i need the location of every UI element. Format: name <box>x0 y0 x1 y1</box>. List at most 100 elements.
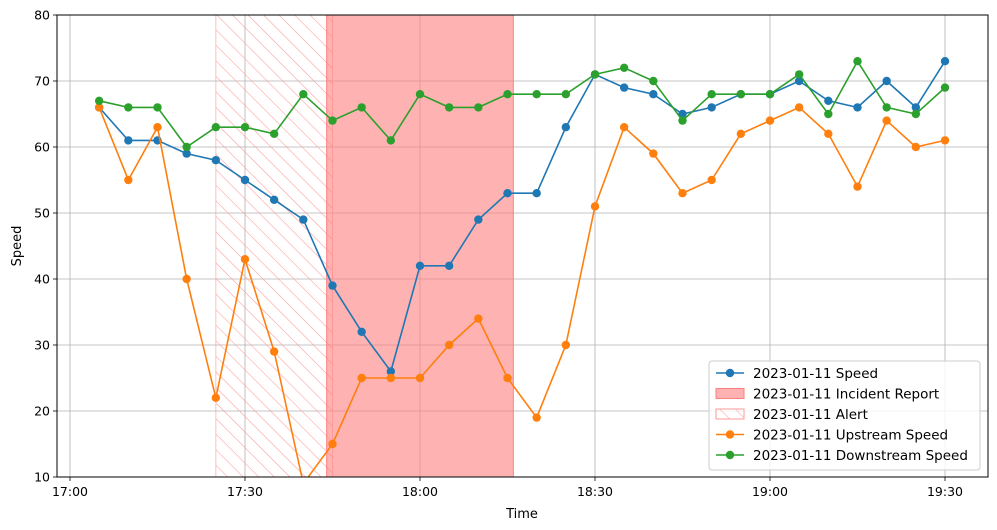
legend-handle-marker <box>725 430 735 439</box>
data-point <box>882 116 891 125</box>
data-point <box>649 76 658 86</box>
data-point <box>619 123 629 132</box>
data-point <box>882 76 891 86</box>
data-point <box>328 281 337 290</box>
legend-label: 2023-01-11 Incident Report <box>753 387 939 403</box>
data-point <box>590 70 600 79</box>
data-point <box>474 103 483 112</box>
legend-handle-marker <box>725 450 735 460</box>
data-point <box>269 347 279 356</box>
data-point <box>503 373 512 383</box>
data-point <box>415 90 425 99</box>
data-point <box>474 215 483 224</box>
data-point <box>853 182 862 191</box>
data-point <box>182 142 191 152</box>
data-point <box>590 202 600 211</box>
data-point <box>532 90 541 99</box>
legend-handle-hatch <box>715 408 745 420</box>
legend-label: 2023-01-11 Speed <box>753 366 878 382</box>
data-point <box>794 70 804 79</box>
series-line <box>98 106 946 477</box>
series-line <box>98 60 946 374</box>
y-tick-label: 60 <box>34 140 50 155</box>
y-tick-label: 80 <box>34 8 50 23</box>
series-1 <box>94 103 950 487</box>
data-point <box>444 261 454 270</box>
data-point <box>707 103 716 112</box>
data-point <box>357 103 366 112</box>
data-point <box>649 90 658 99</box>
data-point <box>561 340 571 350</box>
data-point <box>824 109 833 119</box>
data-point <box>678 189 687 198</box>
data-point <box>444 340 454 350</box>
data-point <box>415 373 425 383</box>
data-point <box>736 129 746 138</box>
legend-label: 2023-01-11 Alert <box>753 407 868 423</box>
x-tick-label: 17:00 <box>52 484 88 499</box>
data-point <box>619 83 629 92</box>
data-point <box>444 103 454 112</box>
data-point <box>649 149 658 158</box>
highlight-spans <box>215 15 514 477</box>
data-point <box>153 103 162 112</box>
data-point <box>503 90 512 99</box>
data-point <box>503 189 512 198</box>
data-point <box>357 327 366 336</box>
data-point <box>707 175 716 185</box>
legend: 2023-01-11 Speed 2023-01-11 Incident Repo… <box>708 360 981 471</box>
data-point <box>911 109 921 119</box>
data-point <box>911 103 921 112</box>
data-point <box>678 109 687 119</box>
data-point <box>124 103 133 112</box>
data-point <box>269 195 279 204</box>
data-point <box>299 479 307 487</box>
data-point <box>357 373 366 383</box>
data-point <box>853 57 862 66</box>
data-point <box>328 116 337 125</box>
y-tick-label: 30 <box>34 338 50 353</box>
data-point <box>940 136 950 145</box>
data-point <box>240 255 250 264</box>
x-tick-label: 18:00 <box>402 484 438 499</box>
data-point <box>707 90 716 99</box>
x-tick-label: 18:30 <box>577 484 613 499</box>
data-point <box>765 116 775 125</box>
data-point <box>765 90 775 99</box>
data-point <box>882 103 891 112</box>
axes: 10 20 30 40 50 60 70 80 17:00 17:30 18:00 18:30 19:0… <box>34 8 963 500</box>
series-line <box>98 59 946 149</box>
legend-handle-marker <box>725 368 735 378</box>
data-point <box>619 63 629 72</box>
data-point <box>386 367 396 376</box>
data-point <box>532 189 541 198</box>
y-axis-label: Speed <box>10 226 25 267</box>
y-tick-label: 10 <box>34 470 50 485</box>
data-point <box>911 142 921 152</box>
data-point <box>211 123 221 132</box>
data-point <box>299 90 308 99</box>
data-point <box>561 123 571 132</box>
x-tick-label: 19:00 <box>752 484 788 499</box>
data-point <box>678 116 687 125</box>
data-point <box>299 215 308 224</box>
data-point <box>824 129 833 138</box>
data-point <box>386 373 396 383</box>
data-point <box>474 314 483 323</box>
data-point <box>940 57 950 66</box>
series-lines <box>94 57 950 487</box>
data-point <box>794 103 804 112</box>
data-point <box>211 156 221 165</box>
data-point <box>853 103 862 112</box>
data-point <box>386 136 396 145</box>
data-point <box>211 393 221 402</box>
y-tick-label: 50 <box>34 206 50 221</box>
y-tick-label: 70 <box>34 74 50 89</box>
data-point <box>415 261 425 270</box>
incident-report-span <box>326 15 514 477</box>
x-tick-label: 17:30 <box>227 484 263 499</box>
data-point <box>824 96 833 106</box>
data-point <box>124 136 133 145</box>
legend-label: 2023-01-11 Downstream Speed <box>753 448 968 464</box>
